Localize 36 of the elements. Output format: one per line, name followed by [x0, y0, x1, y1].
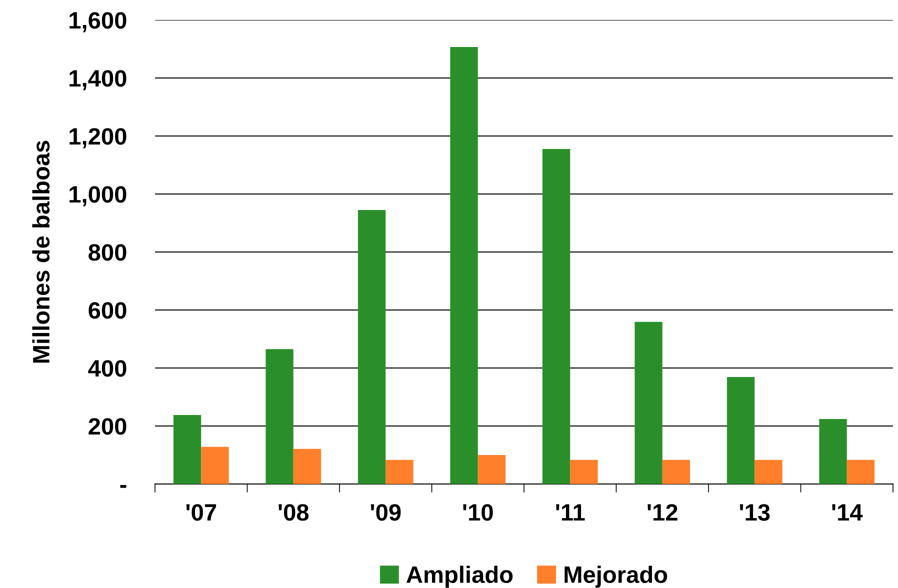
x-tick-label: '10 [463, 504, 493, 521]
y-tick-label: 1,400 [70, 70, 126, 90]
y-tick-label: 1,600 [70, 12, 126, 32]
bar [662, 460, 690, 484]
y-axis-title: Millones de balboas [32, 140, 50, 363]
y-tick-label: 800 [88, 244, 126, 261]
y-tick-label: 1,200 [70, 128, 126, 148]
x-tick-label: '13 [740, 504, 770, 521]
bar [358, 210, 386, 484]
x-tick-label: '08 [278, 504, 309, 521]
x-tick-label: '11 [556, 504, 585, 521]
bar [819, 419, 847, 484]
bar [570, 460, 598, 484]
y-tick-label: 600 [88, 302, 126, 319]
bar [266, 349, 294, 484]
bar [173, 414, 202, 484]
x-tick-label: '14 [832, 504, 863, 521]
x-tick-label: '09 [370, 504, 401, 521]
bar [450, 46, 478, 484]
bar [201, 446, 229, 484]
legend-label: Ampliado [406, 566, 513, 588]
bar [293, 448, 322, 484]
y-tick-label: 1,000 [70, 186, 126, 206]
legend-label: Mejorado [564, 566, 668, 588]
y-tick-label: 200 [88, 418, 126, 435]
bar [542, 149, 570, 484]
y-tick-label: 400 [88, 360, 126, 377]
x-tick-label: '12 [648, 504, 678, 521]
x-tick-label: '07 [186, 504, 216, 521]
bar [386, 460, 414, 484]
bar [634, 322, 662, 484]
bar [846, 460, 875, 484]
bar [478, 455, 506, 484]
bar [726, 376, 755, 484]
y-tick-label: - [120, 485, 126, 488]
bar [754, 460, 782, 484]
